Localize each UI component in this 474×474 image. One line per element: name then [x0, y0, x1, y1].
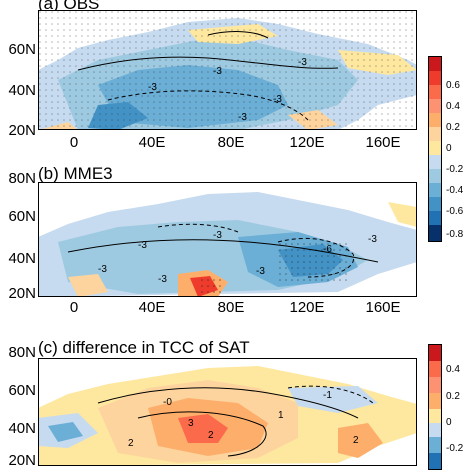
- panel-title: (a) OBS: [38, 0, 100, 13]
- contour-label: -3: [158, 274, 167, 285]
- y-tick: 20N: [8, 285, 36, 302]
- x-tick: 160E: [365, 134, 401, 151]
- contour-label: -6: [323, 244, 332, 255]
- map-plot: -3 -3 -3 -6 -3 -3 -3: [38, 182, 417, 297]
- contour-label: -1: [323, 390, 332, 401]
- contour-label: -3: [238, 112, 247, 123]
- y-tick: 20N: [8, 122, 36, 139]
- y-tick: 40N: [8, 250, 36, 267]
- colorbar-label: -0.4: [446, 185, 464, 196]
- contour-label: 2: [208, 430, 214, 441]
- panel-title: (b) MME3: [38, 164, 113, 183]
- colorbar-label: 0.6: [446, 80, 460, 91]
- contour-label: -3: [256, 266, 265, 277]
- contour-label: -3: [138, 240, 147, 251]
- colorbar-label: -0.6: [446, 206, 464, 217]
- x-tick: 80E: [217, 299, 245, 316]
- map-plot: -0 -1 2 3 2 1 2: [38, 358, 417, 466]
- contour-label: 2: [128, 438, 134, 449]
- x-tick: 80E: [217, 134, 245, 151]
- contour-label: -3: [213, 66, 222, 77]
- colorbar-label: 0: [446, 143, 452, 154]
- colorbar-label: 0.2: [446, 391, 460, 402]
- colorbar-label: -0.2: [446, 164, 464, 175]
- x-tick: 0: [69, 134, 79, 151]
- contour-label: 2: [353, 435, 359, 446]
- colorbar-label: -0.8: [446, 229, 464, 240]
- contour-label: -3: [148, 82, 157, 93]
- contour-label: -3: [368, 234, 377, 245]
- x-tick: 0: [69, 299, 79, 316]
- panel-b: (b) MME3 80N 60N 40N 20N -3 -3 -3 -6 -3 …: [0, 156, 474, 316]
- y-tick: 40N: [8, 420, 36, 437]
- panel-c: (c) difference in TCC of SAT 80N 60N 40N…: [0, 312, 474, 474]
- y-tick: 80N: [8, 344, 36, 361]
- colorbar: [428, 344, 442, 470]
- contour-label: 1: [278, 410, 284, 421]
- panel-title: (c) difference in TCC of SAT: [38, 338, 250, 357]
- contour-label: -0: [163, 397, 172, 408]
- y-tick: 20N: [8, 452, 36, 469]
- y-tick: 60N: [8, 382, 36, 399]
- y-tick: 40N: [8, 82, 36, 99]
- contour-label: 3: [188, 418, 194, 429]
- x-tick: 40E: [138, 134, 166, 151]
- contour-label: -3: [98, 264, 107, 275]
- y-tick: 60N: [8, 208, 36, 225]
- y-tick: 60N: [8, 41, 36, 58]
- x-tick: 160E: [365, 299, 401, 316]
- colorbar-label: 0.4: [446, 364, 460, 375]
- x-tick: 120E: [289, 299, 325, 316]
- contour-label: -3: [273, 94, 282, 105]
- map-plot: -3 -3 -3 -3 -3: [38, 10, 417, 130]
- x-tick: 120E: [289, 134, 325, 151]
- colorbar: [428, 56, 442, 242]
- panel-a: (a) OBS 60N 40N 20N -3 -3: [0, 0, 474, 242]
- colorbar-label: 0.4: [446, 101, 460, 112]
- contour-label: -3: [298, 57, 307, 68]
- colorbar-label: 0: [446, 417, 452, 428]
- x-tick: 40E: [138, 299, 166, 316]
- colorbar-label: 0.2: [446, 122, 460, 133]
- colorbar-label: -0.2: [446, 443, 464, 454]
- y-tick: 80N: [8, 170, 36, 187]
- contour-label: -3: [213, 230, 222, 241]
